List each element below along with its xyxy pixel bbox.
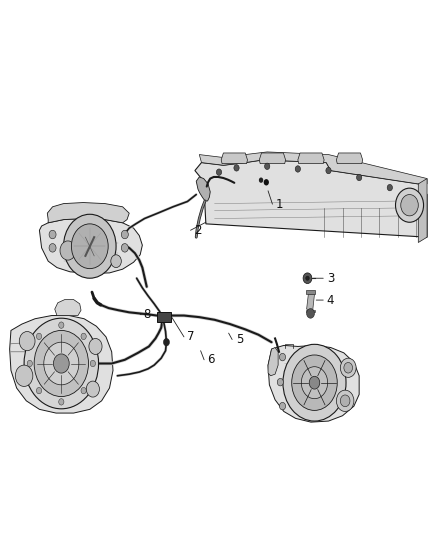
Polygon shape bbox=[306, 290, 315, 294]
Circle shape bbox=[44, 342, 79, 385]
Polygon shape bbox=[306, 310, 315, 312]
Circle shape bbox=[344, 362, 353, 373]
Circle shape bbox=[90, 360, 95, 367]
Circle shape bbox=[36, 387, 42, 394]
Text: 5: 5 bbox=[236, 333, 243, 346]
Circle shape bbox=[53, 354, 69, 373]
Circle shape bbox=[49, 244, 56, 252]
Circle shape bbox=[340, 395, 350, 407]
Text: 8: 8 bbox=[144, 308, 151, 321]
Circle shape bbox=[265, 163, 270, 169]
Circle shape bbox=[401, 195, 418, 216]
Text: 1: 1 bbox=[276, 198, 283, 211]
Circle shape bbox=[34, 330, 88, 397]
Circle shape bbox=[89, 338, 102, 354]
Text: 7: 7 bbox=[187, 330, 195, 343]
Circle shape bbox=[111, 255, 121, 268]
Circle shape bbox=[306, 276, 309, 280]
Circle shape bbox=[396, 188, 424, 222]
Polygon shape bbox=[47, 203, 129, 223]
Circle shape bbox=[81, 333, 86, 340]
Polygon shape bbox=[298, 153, 324, 164]
Circle shape bbox=[279, 353, 286, 361]
Polygon shape bbox=[199, 152, 427, 184]
Circle shape bbox=[264, 179, 269, 185]
Circle shape bbox=[277, 378, 283, 386]
Circle shape bbox=[279, 402, 286, 410]
Polygon shape bbox=[307, 294, 314, 310]
Circle shape bbox=[283, 344, 346, 421]
Circle shape bbox=[340, 358, 356, 377]
Polygon shape bbox=[39, 219, 142, 273]
Polygon shape bbox=[157, 312, 171, 322]
Circle shape bbox=[336, 390, 354, 411]
Circle shape bbox=[36, 333, 42, 340]
Polygon shape bbox=[268, 345, 359, 422]
Polygon shape bbox=[10, 316, 113, 413]
Circle shape bbox=[259, 177, 263, 183]
Circle shape bbox=[60, 241, 76, 260]
Circle shape bbox=[387, 184, 392, 191]
Polygon shape bbox=[55, 300, 81, 316]
Text: 6: 6 bbox=[208, 353, 215, 366]
Polygon shape bbox=[221, 153, 247, 164]
Circle shape bbox=[81, 387, 86, 394]
Circle shape bbox=[234, 165, 239, 171]
Circle shape bbox=[163, 338, 170, 346]
Circle shape bbox=[216, 169, 222, 175]
Circle shape bbox=[24, 318, 99, 409]
Circle shape bbox=[121, 230, 128, 239]
Polygon shape bbox=[268, 348, 278, 376]
Circle shape bbox=[59, 399, 64, 405]
Circle shape bbox=[19, 332, 35, 351]
Circle shape bbox=[71, 224, 108, 269]
Circle shape bbox=[326, 167, 331, 174]
Circle shape bbox=[303, 273, 312, 284]
Polygon shape bbox=[418, 179, 427, 243]
Text: 2: 2 bbox=[194, 224, 201, 237]
Polygon shape bbox=[195, 160, 427, 237]
Circle shape bbox=[301, 367, 328, 399]
Text: 3: 3 bbox=[327, 272, 334, 285]
Circle shape bbox=[64, 214, 116, 278]
Text: 4: 4 bbox=[327, 294, 334, 306]
Circle shape bbox=[307, 309, 314, 318]
Circle shape bbox=[292, 355, 337, 410]
Circle shape bbox=[357, 174, 362, 181]
Polygon shape bbox=[196, 177, 210, 201]
Circle shape bbox=[27, 360, 32, 367]
Circle shape bbox=[49, 230, 56, 239]
Circle shape bbox=[309, 376, 320, 389]
Polygon shape bbox=[336, 153, 363, 164]
Circle shape bbox=[121, 244, 128, 252]
Circle shape bbox=[15, 365, 33, 386]
Polygon shape bbox=[259, 153, 286, 164]
Circle shape bbox=[295, 166, 300, 172]
Circle shape bbox=[59, 322, 64, 328]
Circle shape bbox=[86, 381, 99, 397]
